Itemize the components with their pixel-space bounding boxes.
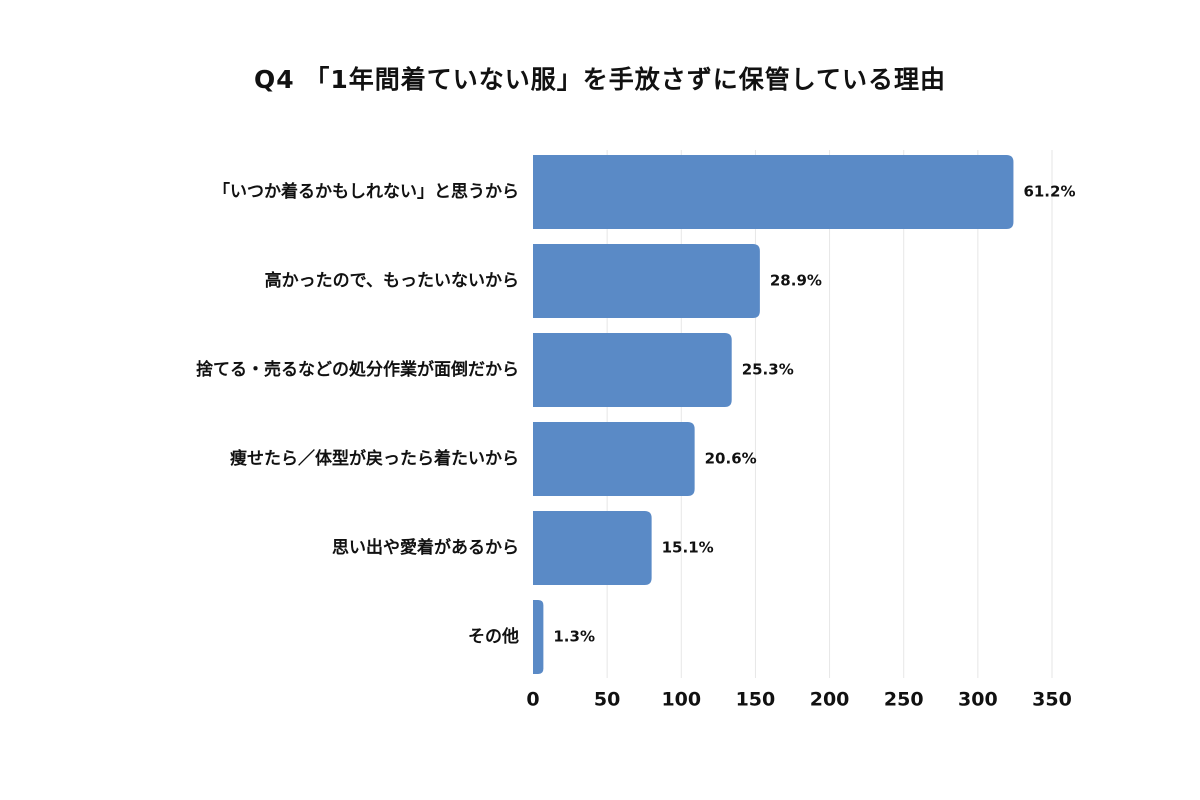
bar — [533, 511, 652, 585]
x-tick-label: 0 — [526, 689, 539, 711]
data-label: 25.3% — [742, 361, 794, 379]
chart-title: Q4 「1年間着ていない服」を手放さずに保管している理由 — [254, 65, 946, 94]
x-axis-ticks: 0 50 100 150 200 250 300 350 — [526, 689, 1071, 711]
category-label: 高かったので、もったいないから — [265, 270, 519, 291]
bars — [533, 155, 1014, 674]
category-label: 思い出や愛着があるから — [332, 537, 519, 558]
x-tick-label: 350 — [1032, 689, 1072, 711]
bar — [533, 244, 760, 318]
data-label: 1.3% — [553, 628, 595, 646]
category-labels: 「いつか着るかもしれない」と思うから高かったので、もったいないから捨てる・売るな… — [196, 181, 519, 647]
data-label: 28.9% — [770, 272, 822, 290]
x-tick-label: 250 — [884, 689, 924, 711]
data-label: 61.2% — [1023, 183, 1075, 201]
bar — [533, 155, 1014, 229]
value-labels: 61.2% 28.9% 25.3% 20.6% 15.1% 1.3% — [553, 183, 1075, 646]
category-label: その他 — [468, 626, 519, 647]
data-label: 15.1% — [662, 539, 714, 557]
x-tick-label: 50 — [594, 689, 620, 711]
bar — [533, 333, 732, 407]
x-tick-label: 200 — [810, 689, 850, 711]
category-label: 「いつか着るかもしれない」と思うから — [213, 181, 519, 202]
bar — [533, 600, 544, 674]
category-label: 痩せたら／体型が戻ったら着たいから — [230, 448, 519, 469]
category-label: 捨てる・売るなどの処分作業が面倒だから — [196, 359, 519, 380]
x-tick-label: 100 — [661, 689, 701, 711]
data-label: 20.6% — [705, 450, 757, 468]
x-tick-label: 300 — [958, 689, 998, 711]
grid-lines — [606, 150, 1053, 678]
bar — [533, 422, 695, 496]
x-tick-label: 150 — [736, 689, 776, 711]
